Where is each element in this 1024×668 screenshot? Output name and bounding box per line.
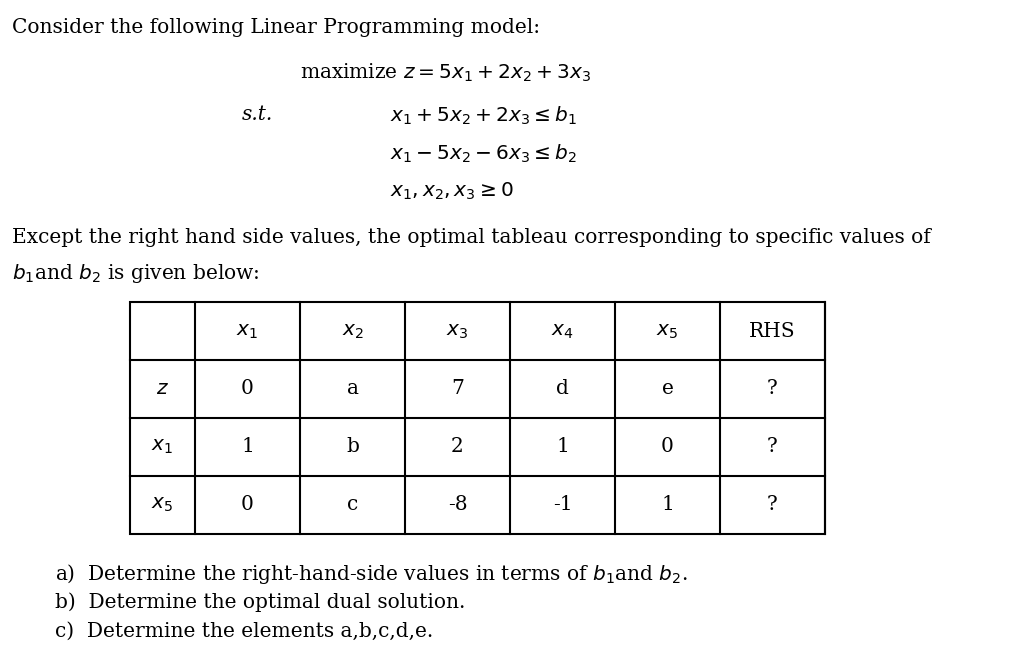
Text: $x_5$: $x_5$	[656, 321, 679, 341]
Text: ?: ?	[767, 496, 778, 514]
Text: 2: 2	[452, 438, 464, 456]
Text: b)  Determine the optimal dual solution.: b) Determine the optimal dual solution.	[55, 592, 465, 612]
Text: b: b	[346, 438, 359, 456]
Text: 1: 1	[556, 438, 569, 456]
Text: 0: 0	[241, 379, 254, 399]
Text: ?: ?	[767, 438, 778, 456]
Text: $x_1$: $x_1$	[237, 321, 258, 341]
Text: Consider the following Linear Programming model:: Consider the following Linear Programmin…	[12, 18, 540, 37]
Bar	[130, 302, 825, 534]
Text: $x_1 + 5x_2 + 2x_3 \leq b_1$: $x_1 + 5x_2 + 2x_3 \leq b_1$	[390, 105, 577, 128]
Text: Except the right hand side values, the optimal tableau corresponding to specific: Except the right hand side values, the o…	[12, 228, 931, 247]
Text: $x_5$: $x_5$	[152, 496, 174, 514]
Text: -1: -1	[553, 496, 572, 514]
Text: 0: 0	[662, 438, 674, 456]
Text: c)  Determine the elements a,b,c,d,e.: c) Determine the elements a,b,c,d,e.	[55, 622, 433, 641]
Text: a)  Determine the right-hand-side values in terms of $b_1$and $b_2$.: a) Determine the right-hand-side values …	[55, 562, 688, 586]
Text: -8: -8	[447, 496, 467, 514]
Text: $x_1 - 5x_2 - 6x_3 \leq b_2$: $x_1 - 5x_2 - 6x_3 \leq b_2$	[390, 143, 577, 165]
Text: 1: 1	[662, 496, 674, 514]
Text: RHS: RHS	[750, 321, 796, 341]
Text: $x_2$: $x_2$	[342, 321, 364, 341]
Text: $x_4$: $x_4$	[551, 321, 573, 341]
Text: e: e	[662, 379, 674, 399]
Text: s.t.: s.t.	[242, 105, 273, 124]
Text: a: a	[346, 379, 358, 399]
Text: 0: 0	[241, 496, 254, 514]
Text: 7: 7	[451, 379, 464, 399]
Text: 1: 1	[241, 438, 254, 456]
Text: maximize $z = 5x_1 + 2x_2 + 3x_3$: maximize $z = 5x_1 + 2x_2 + 3x_3$	[300, 62, 591, 84]
Text: $z$: $z$	[156, 379, 169, 399]
Text: d: d	[556, 379, 569, 399]
Text: ?: ?	[767, 379, 778, 399]
Text: $x_3$: $x_3$	[446, 321, 469, 341]
Text: $b_1$and $b_2$ is given below:: $b_1$and $b_2$ is given below:	[12, 262, 260, 285]
Text: $x_1, x_2, x_3 \geq 0$: $x_1, x_2, x_3 \geq 0$	[390, 181, 514, 202]
Text: $x_1$: $x_1$	[152, 438, 173, 456]
Text: c: c	[347, 496, 358, 514]
